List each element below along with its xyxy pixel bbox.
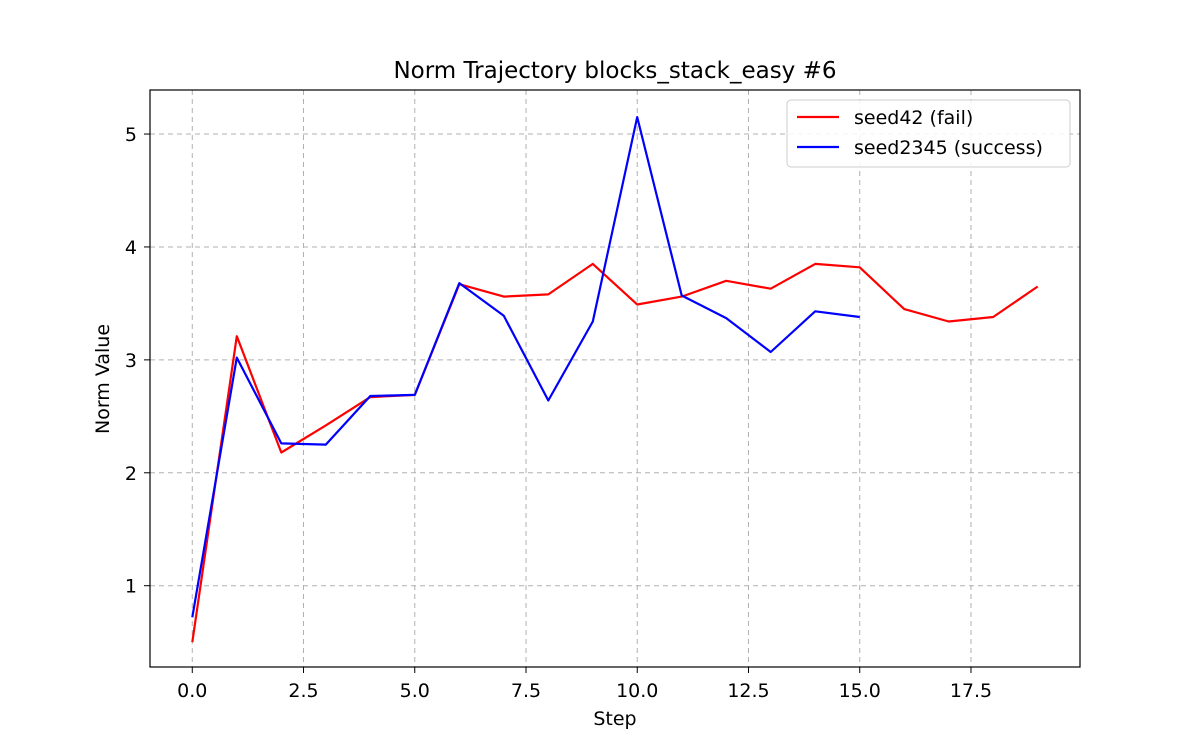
y-axis-label: Norm Value <box>92 324 114 434</box>
x-tick-label: 5.0 <box>400 680 430 702</box>
y-tick-label: 3 <box>125 350 137 372</box>
x-axis: 0.0 2.5 5.0 7.5 10.0 12.5 15.0 17.5 <box>177 667 992 702</box>
x-axis-label: Step <box>593 708 636 730</box>
series-layer <box>191 115 1039 643</box>
x-tick-label: 10.0 <box>616 680 658 702</box>
y-tick-label: 4 <box>125 237 137 259</box>
x-tick-label: 0.0 <box>177 680 207 702</box>
plot-frame <box>149 89 1081 668</box>
chart-title: Norm Trajectory blocks_stack_easy #6 <box>393 58 836 84</box>
y-tick-label: 1 <box>125 576 137 598</box>
legend-box <box>786 99 1071 168</box>
x-tick-label: 7.5 <box>511 680 541 702</box>
legend: seed42 (fail) seed2345 (success) <box>786 99 1071 168</box>
x-tick-label: 17.5 <box>950 680 992 702</box>
legend-label-seed42: seed42 (fail) <box>854 107 973 129</box>
series-line-seed42 <box>191 262 1039 643</box>
series-line-seed2345 <box>191 115 860 618</box>
x-tick-label: 2.5 <box>288 680 318 702</box>
grid-lines <box>150 90 1080 667</box>
y-tick-label: 5 <box>125 124 137 146</box>
y-tick-label: 2 <box>125 463 137 485</box>
y-axis: 1 2 3 4 5 <box>125 124 150 598</box>
legend-label-seed2345: seed2345 (success) <box>854 137 1043 159</box>
x-tick-label: 12.5 <box>727 680 769 702</box>
x-tick-label: 15.0 <box>839 680 881 702</box>
